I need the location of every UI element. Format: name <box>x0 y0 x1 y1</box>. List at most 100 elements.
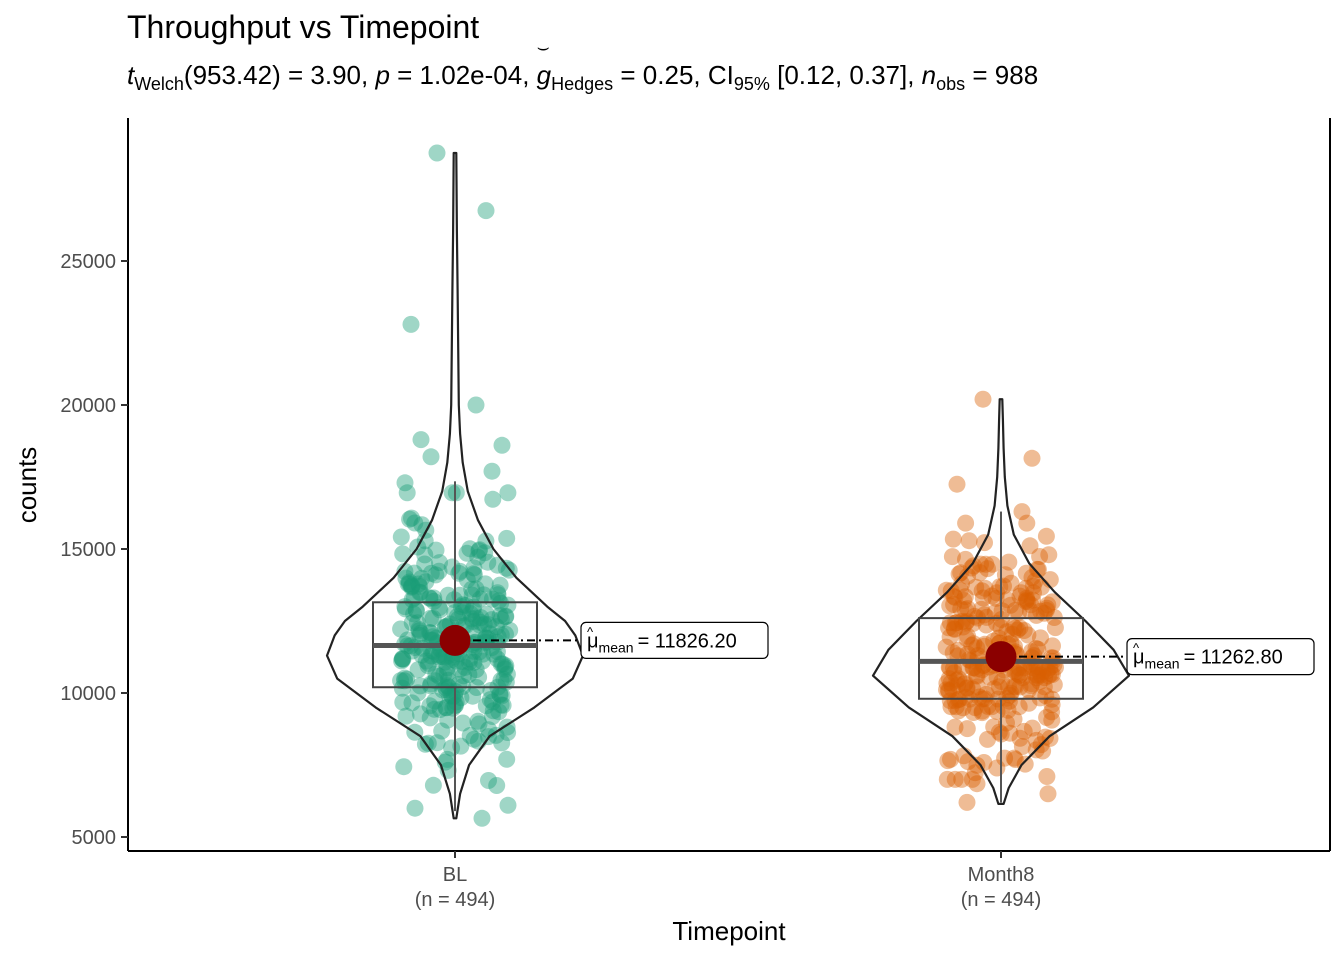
data-point <box>1006 678 1024 696</box>
x-tick-count-label: (n = 494) <box>415 889 496 911</box>
data-point <box>998 623 1016 641</box>
data-point <box>1043 666 1061 683</box>
data-point <box>410 622 428 640</box>
data-point <box>465 566 483 584</box>
data-point <box>437 681 455 699</box>
data-point <box>1010 604 1028 621</box>
data-point <box>490 703 508 721</box>
data-point <box>475 615 493 633</box>
data-point <box>1000 678 1017 696</box>
data-point <box>942 674 960 692</box>
data-point <box>492 655 510 673</box>
data-point <box>993 673 1011 691</box>
data-point <box>489 650 507 668</box>
y-tick-label: 5000 <box>72 827 117 849</box>
data-point <box>1030 662 1047 680</box>
data-point <box>1005 618 1023 636</box>
data-point <box>464 565 482 583</box>
data-point <box>948 671 966 689</box>
ci-sub: 95% <box>733 74 770 94</box>
data-point <box>942 698 960 716</box>
data-point <box>998 591 1016 609</box>
data-point <box>498 665 516 683</box>
data-point <box>950 670 968 688</box>
data-point <box>949 691 967 709</box>
data-point <box>493 687 511 705</box>
data-point <box>399 575 417 593</box>
data-point <box>1043 703 1061 721</box>
data-point <box>422 647 440 665</box>
data-point <box>436 653 454 671</box>
data-point <box>431 701 449 718</box>
data-point <box>1035 678 1053 696</box>
x-tick-count-label: (n = 494) <box>961 889 1042 911</box>
data-point <box>477 629 495 647</box>
y-axis-label: counts <box>12 447 42 524</box>
data-point <box>1013 503 1031 521</box>
data-point <box>1023 449 1041 467</box>
data-point <box>972 600 990 618</box>
data-point <box>942 750 959 768</box>
data-point <box>398 484 416 502</box>
data-point <box>396 672 413 690</box>
g-sub: Hedges <box>551 74 614 94</box>
data-point <box>424 776 442 794</box>
data-point <box>1012 584 1030 602</box>
data-point <box>406 799 424 817</box>
data-point <box>410 575 427 593</box>
data-point <box>1006 619 1024 637</box>
data-point <box>958 679 976 697</box>
data-point <box>1017 592 1035 610</box>
y-tick-label: 15000 <box>60 539 116 561</box>
data-point <box>1021 537 1039 555</box>
data-point <box>1019 626 1037 644</box>
data-point <box>422 675 440 693</box>
data-point <box>979 730 996 748</box>
data-point <box>460 666 478 683</box>
data-point <box>393 650 411 668</box>
data-point <box>447 652 465 670</box>
data-point <box>422 609 439 627</box>
data-point <box>988 668 1006 686</box>
data-point <box>992 611 1010 628</box>
data-point <box>1029 667 1046 684</box>
data-point <box>1019 593 1037 611</box>
data-point <box>465 653 483 671</box>
data-point <box>1026 659 1044 677</box>
data-point <box>472 613 489 631</box>
data-point <box>952 564 970 582</box>
data-point <box>946 718 964 736</box>
data-point <box>958 679 976 697</box>
data-point <box>411 705 429 723</box>
data-point <box>484 490 502 508</box>
data-point <box>969 678 986 696</box>
data-point <box>1027 731 1045 749</box>
data-point <box>484 702 502 720</box>
data-point <box>497 625 514 643</box>
mean-point <box>985 641 1017 673</box>
data-point <box>496 660 514 678</box>
data-point <box>956 674 974 692</box>
data-point <box>968 639 986 657</box>
data-point <box>447 484 465 502</box>
g-text: = 0.25, CI <box>613 60 734 90</box>
data-point <box>959 600 977 618</box>
data-point <box>958 720 976 738</box>
data-point <box>1001 724 1019 742</box>
data-point <box>955 675 973 693</box>
data-point <box>397 569 415 587</box>
data-point <box>417 573 435 591</box>
mean-label: μmean = 11826.20 <box>587 630 737 655</box>
data-point <box>497 559 515 577</box>
data-point <box>425 700 443 718</box>
data-point <box>946 770 964 788</box>
data-point <box>469 548 487 566</box>
data-point <box>1037 527 1055 545</box>
data-point <box>394 693 412 711</box>
data-point <box>954 618 972 636</box>
data-point <box>499 796 517 814</box>
data-point <box>396 598 414 616</box>
data-point <box>1044 637 1061 655</box>
data-point <box>491 685 509 703</box>
violins <box>325 151 1131 820</box>
